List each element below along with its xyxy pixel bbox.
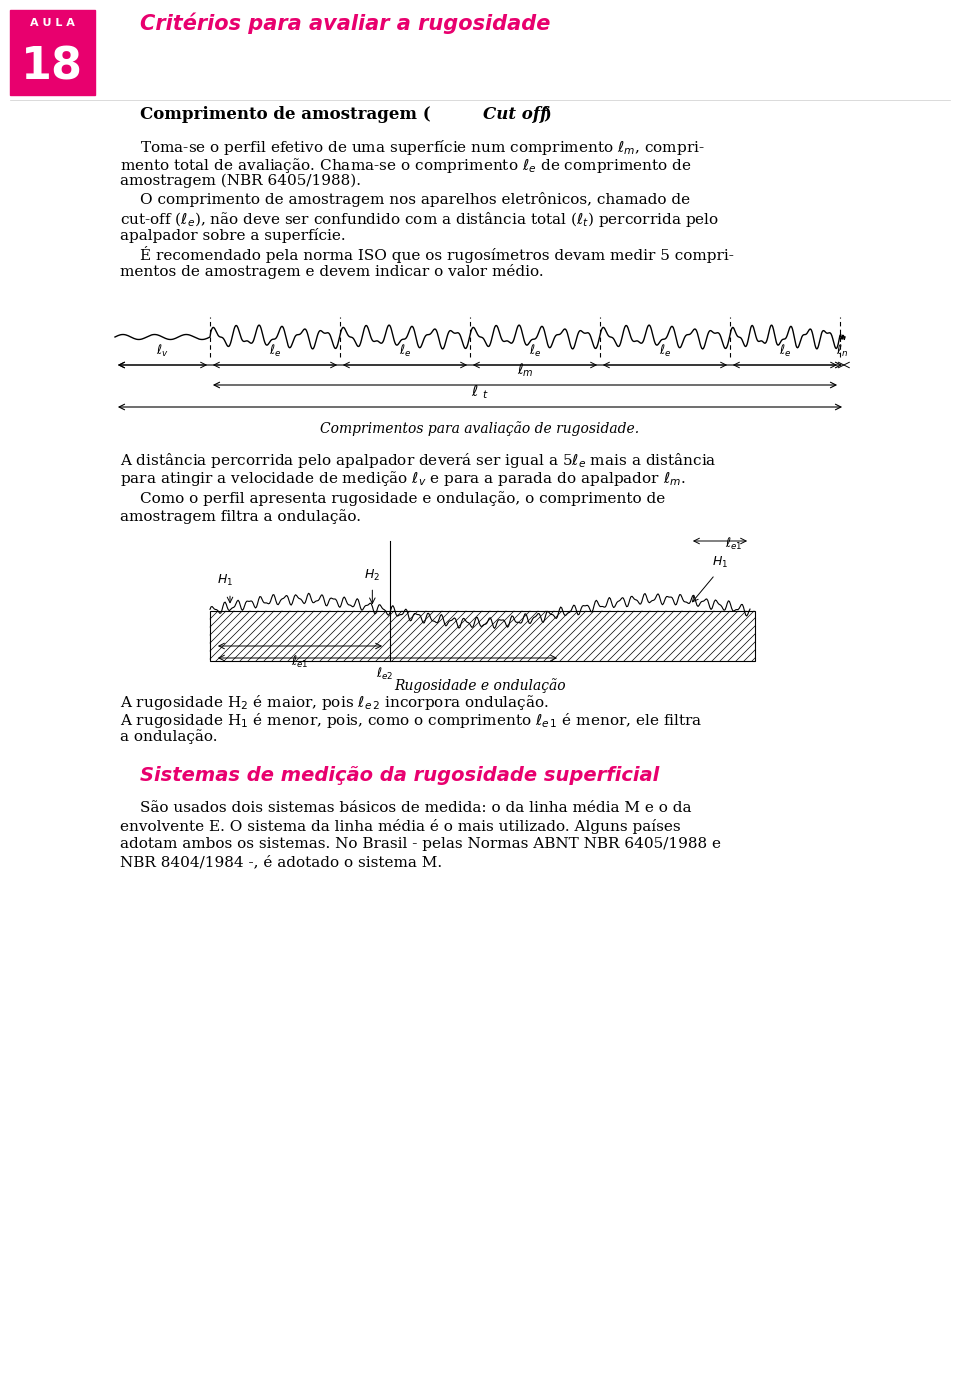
Text: $\ell_{e1}$: $\ell_{e1}$ bbox=[725, 536, 742, 552]
Text: $\ell_{e2}$: $\ell_{e2}$ bbox=[376, 667, 394, 682]
Text: mento total de avaliação. Chama-se o comprimento $\ell_e$ de comprimento de: mento total de avaliação. Chama-se o com… bbox=[120, 157, 691, 175]
Text: $\ell\ _t$: $\ell\ _t$ bbox=[471, 384, 489, 401]
Text: apalpador sobre a superfície.: apalpador sobre a superfície. bbox=[120, 229, 346, 243]
Text: adotam ambos os sistemas. No Brasil - pelas Normas ABNT NBR 6405/1988 e: adotam ambos os sistemas. No Brasil - pe… bbox=[120, 837, 721, 851]
Text: para atingir a velocidade de medição $\ell_v$ e para a parada do apalpador $\ell: para atingir a velocidade de medição $\e… bbox=[120, 468, 685, 488]
Text: $H_2$: $H_2$ bbox=[365, 568, 380, 584]
Text: $H_1$: $H_1$ bbox=[217, 574, 233, 588]
Text: amostragem (NBR 6405/1988).: amostragem (NBR 6405/1988). bbox=[120, 175, 361, 188]
Text: Comprimentos para avaliação de rugosidade.: Comprimentos para avaliação de rugosidad… bbox=[321, 421, 639, 435]
Text: Toma-se o perfil efetivo de uma superfície num comprimento $\ell_m$, compri-: Toma-se o perfil efetivo de uma superfíc… bbox=[140, 139, 705, 157]
Bar bbox=[10, 10, 95, 96]
Text: $\ell_v$: $\ell_v$ bbox=[156, 342, 169, 359]
Text: Comprimento de amostragem (: Comprimento de amostragem ( bbox=[140, 105, 431, 123]
Text: $\ell_{e1}$: $\ell_{e1}$ bbox=[291, 654, 309, 669]
Text: envolvente E. O sistema da linha média é o mais utilizado. Alguns países: envolvente E. O sistema da linha média é… bbox=[120, 819, 681, 834]
Bar bbox=[210, 611, 755, 661]
Text: mentos de amostragem e devem indicar o valor médio.: mentos de amostragem e devem indicar o v… bbox=[120, 263, 543, 279]
Text: Cut off: Cut off bbox=[483, 105, 547, 123]
Text: Critérios para avaliar a rugosidade: Critérios para avaliar a rugosidade bbox=[140, 12, 550, 33]
Text: A rugosidade H$_2$ é maior, pois $\ell_{e\,2}$ incorpora ondulação.: A rugosidade H$_2$ é maior, pois $\ell_{… bbox=[120, 693, 549, 712]
Text: Sistemas de medição da rugosidade superficial: Sistemas de medição da rugosidade superf… bbox=[140, 766, 660, 784]
Text: Rugosidade e ondulação: Rugosidade e ondulação bbox=[395, 678, 565, 693]
Text: $\ell_e$: $\ell_e$ bbox=[659, 342, 671, 359]
Text: $\ell_e$: $\ell_e$ bbox=[529, 342, 541, 359]
Text: $\ell_e$: $\ell_e$ bbox=[398, 342, 411, 359]
Text: A rugosidade H$_1$ é menor, pois, como o comprimento $\ell_{e\,1}$ é menor, ele : A rugosidade H$_1$ é menor, pois, como o… bbox=[120, 711, 703, 730]
Text: $H_1$: $H_1$ bbox=[712, 554, 728, 570]
Text: a ondulação.: a ondulação. bbox=[120, 729, 218, 744]
Text: cut-off ($\ell_e$), não deve ser confundido com a distância total ($\ell_t$) per: cut-off ($\ell_e$), não deve ser confund… bbox=[120, 211, 719, 229]
Text: 18: 18 bbox=[21, 44, 83, 87]
Text: A distância percorrida pelo apalpador deverá ser igual a 5$\ell_e$ mais a distân: A distância percorrida pelo apalpador de… bbox=[120, 450, 716, 470]
Text: A U L A: A U L A bbox=[30, 18, 75, 28]
Text: Como o perfil apresenta rugosidade e ondulação, o comprimento de: Como o perfil apresenta rugosidade e ond… bbox=[140, 491, 665, 506]
Text: $\ell_e$: $\ell_e$ bbox=[779, 342, 791, 359]
Text: $\ell_e$: $\ell_e$ bbox=[269, 342, 281, 359]
Text: NBR 8404/1984 -, é adotado o sistema M.: NBR 8404/1984 -, é adotado o sistema M. bbox=[120, 855, 443, 869]
Text: É recomendado pela norma ISO que os rugosímetros devam medir 5 compri-: É recomendado pela norma ISO que os rugo… bbox=[140, 245, 733, 263]
Text: $\ell_m$: $\ell_m$ bbox=[516, 362, 534, 378]
Text: São usados dois sistemas básicos de medida: o da linha média M e o da: São usados dois sistemas básicos de medi… bbox=[140, 801, 691, 815]
Text: O comprimento de amostragem nos aparelhos eletrônicos, chamado de: O comprimento de amostragem nos aparelho… bbox=[140, 193, 690, 207]
Text: $\ell_n$: $\ell_n$ bbox=[836, 342, 849, 359]
Text: amostragem filtra a ondulação.: amostragem filtra a ondulação. bbox=[120, 509, 361, 524]
Text: ): ) bbox=[543, 105, 551, 123]
